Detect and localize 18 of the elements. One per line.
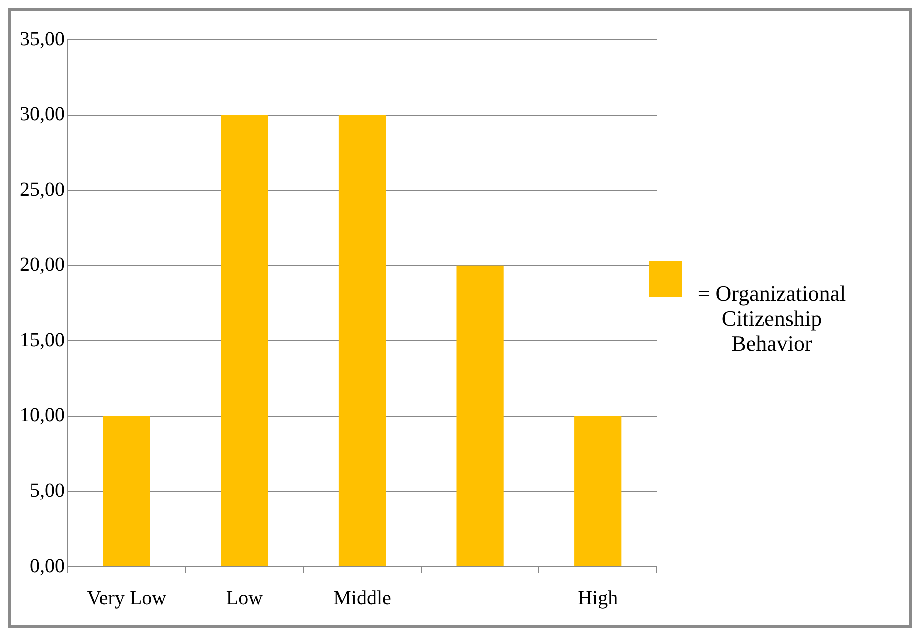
- y-tick-label: 15,00: [20, 329, 65, 352]
- y-tick-label: 0,00: [30, 555, 65, 578]
- x-tick-label: Middle: [334, 587, 392, 610]
- bar: [103, 416, 150, 566]
- bar: [221, 115, 268, 566]
- y-tick-label: 5,00: [30, 480, 65, 502]
- bar: [338, 115, 386, 566]
- x-tick-label: Very Low: [87, 587, 168, 610]
- y-tick-label: 25,00: [20, 178, 65, 201]
- text: = Organizational Citizenship Behavior: [696, 281, 848, 356]
- x-tick-label: Low: [226, 587, 264, 610]
- y-tick-label: 35,00: [20, 28, 65, 50]
- y-tick-label: 30,00: [20, 104, 65, 126]
- y-tick-label: 20,00: [20, 254, 65, 276]
- bar: [574, 416, 622, 566]
- y-tick-label: 10,00: [20, 404, 65, 427]
- bar: [456, 266, 504, 566]
- x-tick-label: High: [578, 587, 618, 610]
